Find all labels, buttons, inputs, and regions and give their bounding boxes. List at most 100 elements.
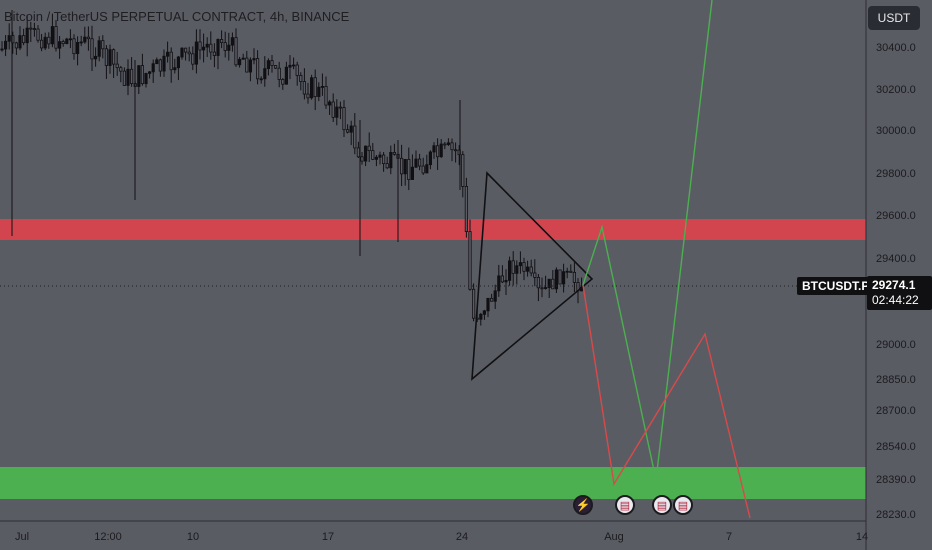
y-tick-label: 29000.0 — [876, 339, 916, 351]
candle-body — [493, 290, 497, 302]
candle-body — [432, 145, 436, 153]
candle-body — [536, 277, 541, 289]
candle-body — [83, 36, 87, 43]
candles — [0, 10, 584, 326]
candle-body — [417, 158, 422, 167]
candle-body — [500, 275, 505, 283]
candle-body — [18, 35, 22, 49]
candle-body — [479, 313, 483, 320]
candle-body — [410, 166, 415, 180]
candle-body — [4, 40, 8, 50]
candle-body — [169, 51, 173, 71]
y-tick-label: 28700.0 — [876, 405, 916, 417]
x-tick-label: 17 — [322, 531, 334, 543]
bullish-projection-path[interactable] — [582, 0, 713, 481]
chart-title: Bitcoin / TetherUS PERPETUAL CONTRACT, 4… — [4, 9, 350, 24]
candle-body — [309, 77, 314, 99]
candle-body — [191, 53, 195, 65]
candle-body — [547, 278, 551, 288]
candle-body — [489, 297, 494, 302]
candle-body — [173, 67, 177, 71]
candle-body — [551, 278, 555, 290]
candle-body — [504, 279, 508, 283]
candle-body — [399, 157, 404, 175]
candle-body — [76, 42, 80, 55]
candle-body — [126, 68, 130, 86]
candle-body — [497, 275, 501, 292]
candle-body — [25, 27, 29, 44]
candle-body — [101, 40, 105, 50]
candle-body — [97, 40, 101, 57]
bearish-projection-path[interactable] — [582, 284, 751, 519]
candle-body — [115, 63, 119, 69]
candle-body — [540, 287, 544, 290]
candle-body — [327, 101, 332, 106]
candle-body — [450, 142, 454, 151]
candle-body — [237, 58, 242, 66]
candle-body — [266, 60, 271, 70]
y-tick-label: 30200.0 — [876, 84, 916, 96]
candle-body — [446, 142, 451, 145]
candle-body — [428, 151, 433, 166]
candle-body — [36, 28, 40, 41]
candle-body — [216, 39, 220, 56]
us-flag-icon[interactable]: ▤ — [673, 495, 693, 515]
candle-body — [356, 147, 361, 158]
candle-body — [544, 287, 548, 289]
candle-body — [317, 86, 321, 97]
candle-body — [248, 59, 252, 73]
us-flag-icon[interactable]: ▤ — [652, 495, 672, 515]
candle-body — [295, 64, 299, 76]
candle-body — [205, 43, 209, 48]
x-tick-label: 7 — [726, 531, 732, 543]
y-tick-label: 30000.0 — [876, 125, 916, 137]
resistance-zone — [0, 219, 866, 240]
candle-body — [385, 163, 389, 169]
candle-body — [515, 265, 519, 274]
candle-body — [320, 85, 325, 88]
triangle-pattern[interactable] — [471, 171, 594, 381]
candle-body — [529, 266, 533, 274]
candle-body — [324, 85, 328, 106]
candle-body — [43, 36, 47, 49]
last-price-label: 29274.1 02:44:22 — [867, 276, 932, 310]
x-tick-label: Jul — [15, 531, 29, 543]
candle-body — [342, 107, 346, 131]
candle-body — [533, 272, 537, 278]
candle-body — [453, 149, 458, 152]
candle-body — [313, 77, 317, 97]
candle-body — [180, 47, 184, 58]
candle-body — [140, 65, 144, 85]
candle-body — [252, 58, 256, 61]
candle-body — [14, 42, 18, 49]
lightning-icon[interactable]: ⚡ — [573, 495, 593, 515]
last-price-value: 29274.1 — [872, 278, 916, 292]
candle-body — [345, 129, 350, 133]
candle-body — [230, 37, 234, 46]
candle-body — [353, 125, 357, 149]
candle-body — [562, 271, 566, 285]
candle-body — [187, 51, 191, 55]
currency-button[interactable]: USDT — [868, 6, 920, 30]
candle-body — [558, 269, 562, 285]
candle-body — [122, 70, 126, 86]
candle-body — [403, 158, 407, 175]
candle-body — [147, 71, 152, 74]
candle-body — [0, 48, 4, 51]
candle-body — [155, 59, 159, 65]
candle-body — [50, 26, 55, 45]
us-flag-icon[interactable]: ▤ — [615, 495, 635, 515]
candle-body — [302, 81, 307, 95]
support-zone — [0, 467, 866, 499]
candle-body — [198, 41, 202, 51]
candle-body — [255, 58, 260, 80]
candle-body — [464, 186, 469, 232]
x-tick-label: 10 — [187, 531, 199, 543]
candle-body — [219, 39, 224, 44]
candle-body — [486, 297, 490, 312]
candle-body — [511, 260, 515, 274]
candle-body — [7, 35, 11, 42]
candle-body — [227, 44, 231, 51]
